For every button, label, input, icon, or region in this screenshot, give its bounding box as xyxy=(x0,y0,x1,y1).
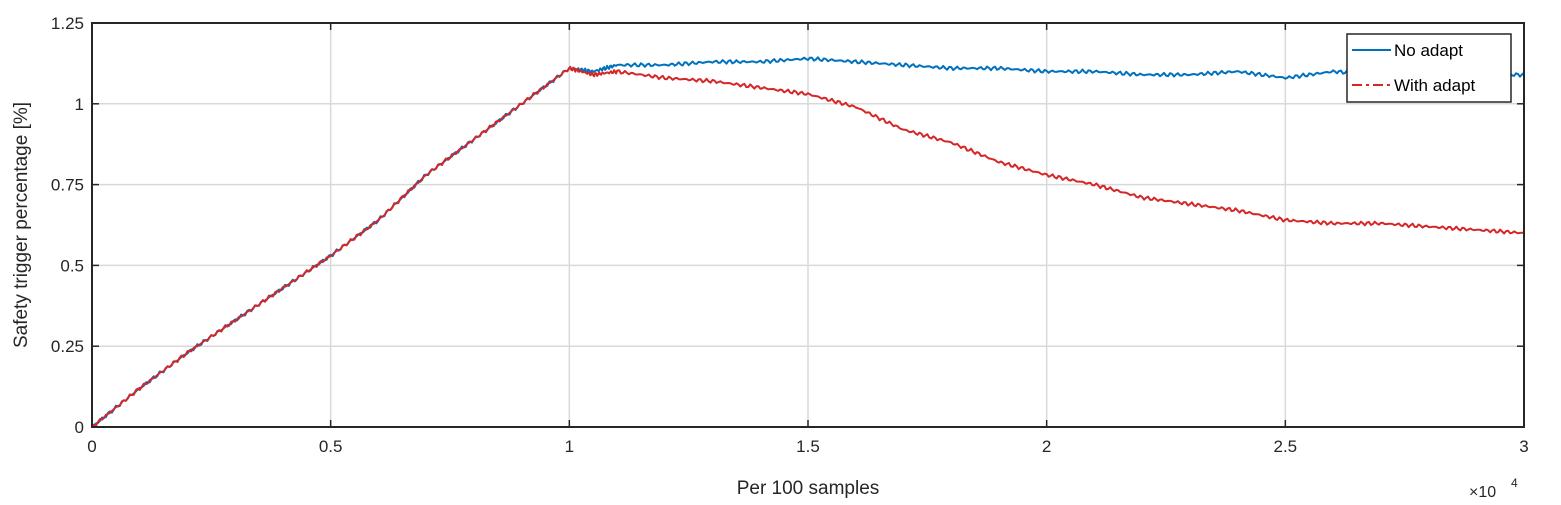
x-tick-label-5: 2.5 xyxy=(1274,437,1298,456)
legend: No adapt With adapt xyxy=(1346,33,1512,103)
y-tick-label-5: 1.25 xyxy=(51,14,84,33)
x-tick-label-2: 1 xyxy=(565,437,574,456)
y-tick-label-2: 0.5 xyxy=(60,256,84,275)
y-tick-label-1: 0.25 xyxy=(51,337,84,356)
y-tick-label-0: 0 xyxy=(75,418,84,437)
x-exponent-power: 4 xyxy=(1511,476,1518,490)
legend-label-with-adapt: With adapt xyxy=(1394,76,1476,95)
x-tick-label-4: 2 xyxy=(1042,437,1051,456)
ticks xyxy=(91,22,1525,428)
y-tick-labels: 0 0.25 0.5 0.75 1 1.25 xyxy=(51,14,84,437)
x-tick-labels: 0 0.5 1 1.5 2 2.5 3 xyxy=(87,437,1528,456)
x-tick-label-0: 0 xyxy=(87,437,96,456)
series-layer xyxy=(91,56,1525,428)
x-axis-label: Per 100 samples xyxy=(737,478,880,499)
y-axis-label: Safety trigger percentage [%] xyxy=(11,102,32,348)
y-tick-label-4: 1 xyxy=(75,95,84,114)
y-tick-label-3: 0.75 xyxy=(51,176,84,195)
legend-label-no-adapt: No adapt xyxy=(1394,41,1463,60)
x-exponent-base: ×10 xyxy=(1469,484,1496,501)
legend-box xyxy=(1346,33,1512,103)
series-line-with-adapt xyxy=(91,65,1524,427)
x-tick-label-3: 1.5 xyxy=(796,437,820,456)
x-tick-label-6: 3 xyxy=(1519,437,1528,456)
x-exponent: ×10 4 xyxy=(1469,476,1518,501)
x-tick-label-1: 0.5 xyxy=(319,437,343,456)
